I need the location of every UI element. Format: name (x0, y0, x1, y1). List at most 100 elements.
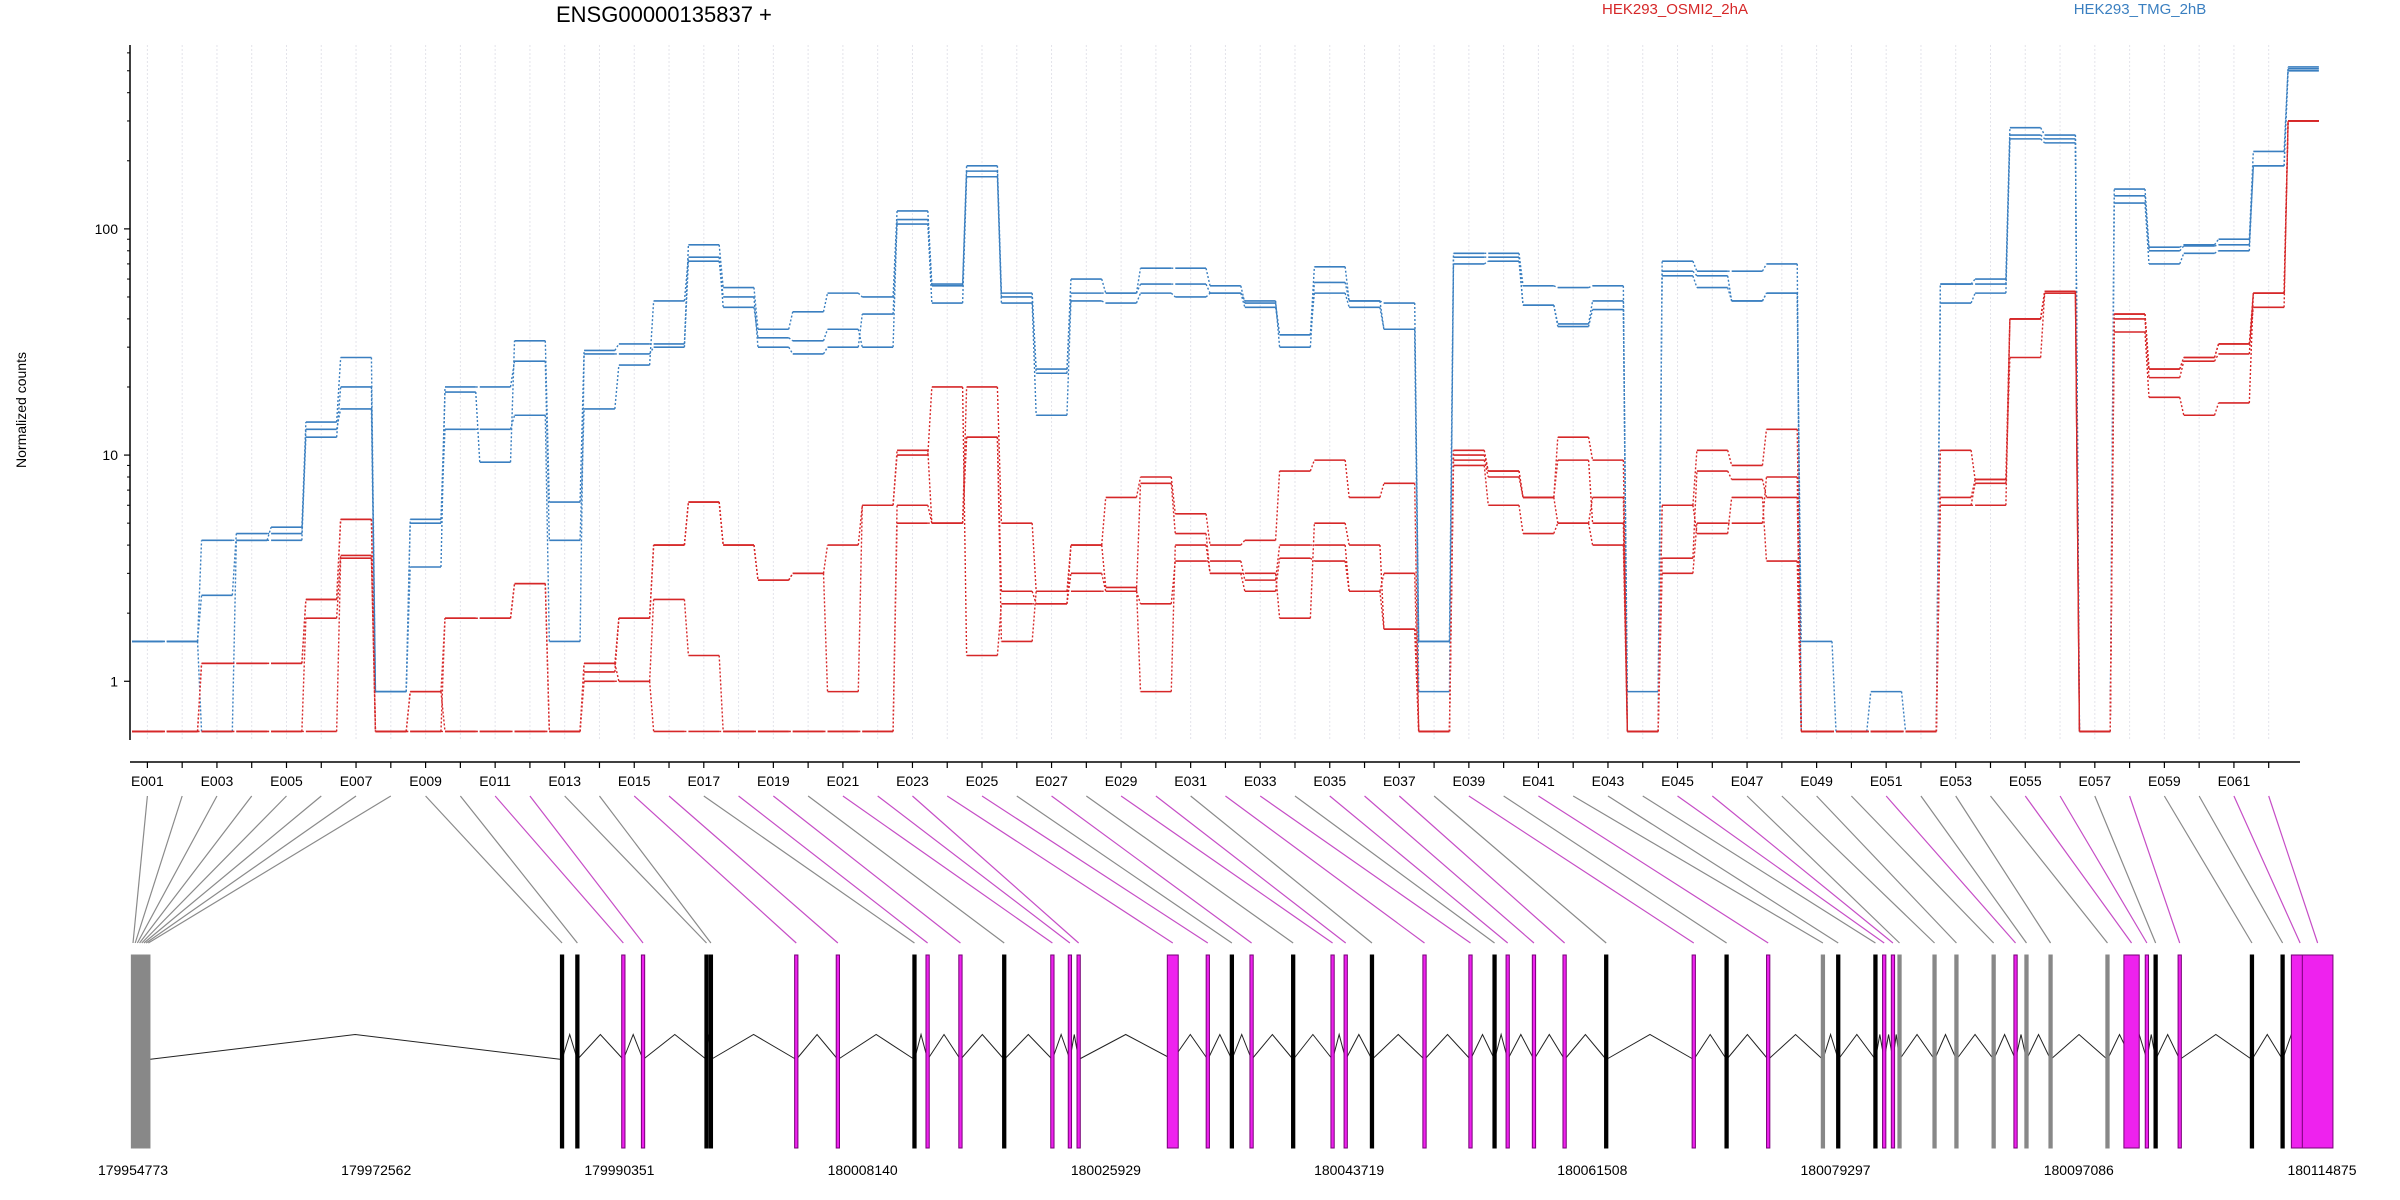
series-connector (1135, 268, 1142, 294)
intron-line (2050, 1033, 2108, 1060)
series-connector (1344, 523, 1350, 546)
exon-connector (1885, 795, 2016, 944)
series-connector (1866, 691, 1872, 732)
exon-connector (2129, 795, 2181, 944)
series-connector (1274, 302, 1281, 335)
intron-line (1533, 1033, 1566, 1060)
series-connector (1309, 557, 1315, 562)
series-connector (1448, 450, 1455, 732)
intron-line (1693, 1033, 1728, 1060)
series-connector (1101, 545, 1107, 588)
exon-box (1873, 954, 1878, 1149)
exon-connector (1225, 795, 1425, 944)
series-connector (2179, 397, 2185, 416)
series-connector (1170, 483, 1176, 534)
exon-connector (668, 795, 839, 944)
exon-connector (1538, 795, 1769, 944)
exon-box (1076, 954, 1081, 1149)
series-connector (1379, 300, 1385, 304)
series-connector (1518, 476, 1524, 498)
series-connector (2039, 293, 2046, 358)
series-connector (196, 595, 203, 642)
exon-connector (1955, 795, 2052, 944)
exon-box (2144, 954, 2150, 1149)
intron-line (1345, 1033, 1373, 1060)
exon-box (1067, 954, 1073, 1149)
genomic-tick-label: 180008140 (828, 1162, 898, 1178)
exon-connector (141, 795, 287, 944)
series-connector (1031, 523, 1037, 592)
exon-box (1343, 954, 1348, 1149)
series-connector (961, 171, 968, 286)
exon-label: E037 (1383, 773, 1416, 789)
exon-label: E017 (687, 773, 720, 789)
series-connector (2213, 353, 2220, 362)
series-connector (1274, 470, 1281, 541)
exon-connector (1398, 795, 1566, 944)
series-connector (579, 408, 585, 541)
intron-line (1993, 1033, 2016, 1060)
exon-box (704, 954, 709, 1149)
series-connector (301, 599, 307, 664)
series-connector (788, 311, 794, 330)
series-connector (1205, 292, 1211, 298)
genomic-tick-label: 180043719 (1314, 1162, 1384, 1178)
intron-line (1822, 1032, 1839, 1060)
exon-connector (2198, 795, 2284, 944)
exon-connector (1051, 795, 1252, 944)
series-connector (892, 523, 898, 732)
series-connector (648, 681, 655, 732)
series-connector (648, 545, 655, 619)
intron-line (576, 1033, 624, 1060)
series-connector (2213, 238, 2220, 246)
series-connector (544, 415, 551, 642)
series-connector (231, 540, 238, 732)
genomic-tick-label: 180114875 (2287, 1162, 2356, 1178)
series-connector (1726, 497, 1733, 534)
series-connector (857, 505, 863, 692)
intron-line (837, 1033, 915, 1060)
series-connector (1240, 292, 1246, 302)
series-connector (1101, 300, 1107, 304)
series-connector (1101, 573, 1107, 592)
chart-title: ENSG00000135837 + (556, 2, 772, 27)
series-connector (718, 257, 724, 308)
series-connector (1935, 284, 1942, 732)
series-connector (1518, 253, 1524, 286)
series-connector (1796, 476, 1802, 732)
series-connector (335, 558, 342, 732)
intron-line (1767, 1033, 1824, 1060)
exon-connector (1155, 795, 1347, 944)
exon-connector (598, 795, 712, 944)
series-connector (1066, 279, 1072, 370)
exon-connector (738, 795, 928, 944)
exon-box (1820, 954, 1826, 1149)
exon-label: E051 (1870, 773, 1903, 789)
genomic-tick-label: 180097086 (2044, 1162, 2114, 1178)
series-connector (1692, 260, 1698, 272)
exon-connector (772, 795, 961, 944)
exon-connector (1607, 795, 1839, 944)
series-connector (1970, 479, 1976, 498)
genomic-tick-label: 179972562 (341, 1162, 411, 1178)
exon-connector (1190, 795, 1373, 944)
series-connector (1240, 560, 1246, 581)
exon-box (2177, 954, 2182, 1149)
exon-label: E043 (1592, 773, 1625, 789)
exon-connector (1329, 795, 1509, 944)
series-connector (1727, 470, 1733, 480)
series-connector (1518, 257, 1524, 306)
series-connector (1761, 429, 1768, 466)
y-tick-label: 100 (95, 221, 119, 237)
series-connector (1657, 261, 1663, 732)
series-connector (1483, 459, 1489, 478)
series-connector (1587, 460, 1594, 524)
exon-label: E053 (1939, 773, 1972, 789)
series-connector (2179, 357, 2185, 370)
exon-connector (703, 795, 915, 944)
genomic-tick-label: 180025929 (1071, 1162, 1141, 1178)
exon-connector (1642, 795, 1876, 944)
exon-box (1505, 954, 1510, 1149)
legend: HEK293_OSMI2_2hA HEK293_TMG_2hB (1602, 1, 2206, 18)
